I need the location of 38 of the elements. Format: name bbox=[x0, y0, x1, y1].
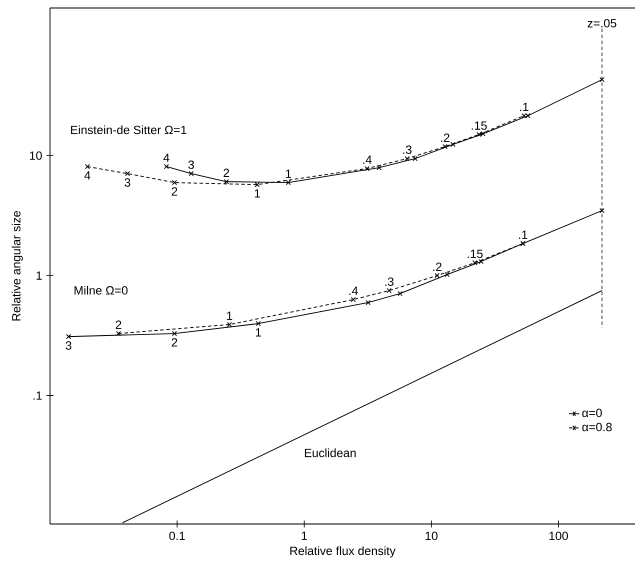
y-tick-label: 1 bbox=[36, 271, 42, 280]
y-axis-title: Relative angular size bbox=[12, 211, 23, 321]
x-tick-label: 100 bbox=[549, 532, 568, 540]
annotation: .4 bbox=[349, 286, 358, 295]
annotation: 1 bbox=[256, 328, 262, 337]
annotation: .2 bbox=[441, 134, 450, 142]
annotation: Einstein-de Sitter Ω=1 bbox=[71, 125, 186, 134]
y-tick-label: .1 bbox=[33, 391, 42, 400]
x-tick-label: 0.1 bbox=[169, 532, 185, 540]
annotation: 1 bbox=[286, 170, 292, 178]
annotation: 1 bbox=[227, 312, 232, 320]
annotation: .3 bbox=[403, 145, 412, 154]
annotation: Milne Ω=0 bbox=[74, 286, 128, 295]
ref-line-label: z=.05 bbox=[588, 18, 616, 28]
annotation: Euclidean bbox=[304, 448, 356, 458]
y-tick-label: 10 bbox=[30, 151, 42, 160]
annotation: .1 bbox=[519, 230, 528, 239]
annotation: 2 bbox=[172, 338, 178, 347]
annotation: 1 bbox=[254, 189, 260, 198]
legend-label: α=0.8 bbox=[582, 422, 612, 432]
annotation: 4 bbox=[84, 171, 90, 180]
annotation: 3 bbox=[66, 341, 72, 350]
annotation: 4 bbox=[163, 154, 170, 162]
annotation: .3 bbox=[385, 277, 394, 286]
annotation: 2 bbox=[172, 187, 178, 196]
x-tick-label: 10 bbox=[426, 532, 438, 540]
annotation: 3 bbox=[188, 160, 194, 169]
x-axis-title: Relative flux density bbox=[290, 546, 396, 558]
annotation: .15 bbox=[472, 121, 487, 130]
annotation: 2 bbox=[116, 320, 122, 329]
annotation: .15 bbox=[468, 250, 483, 258]
x-tick-label: 1 bbox=[302, 532, 307, 540]
annotation: .1 bbox=[520, 102, 528, 112]
annotation: 3 bbox=[124, 178, 130, 187]
annotation: 2 bbox=[224, 168, 230, 177]
annotation: .2 bbox=[433, 262, 442, 271]
legend-label: α=0 bbox=[582, 408, 602, 418]
annotation: .4 bbox=[363, 156, 372, 164]
